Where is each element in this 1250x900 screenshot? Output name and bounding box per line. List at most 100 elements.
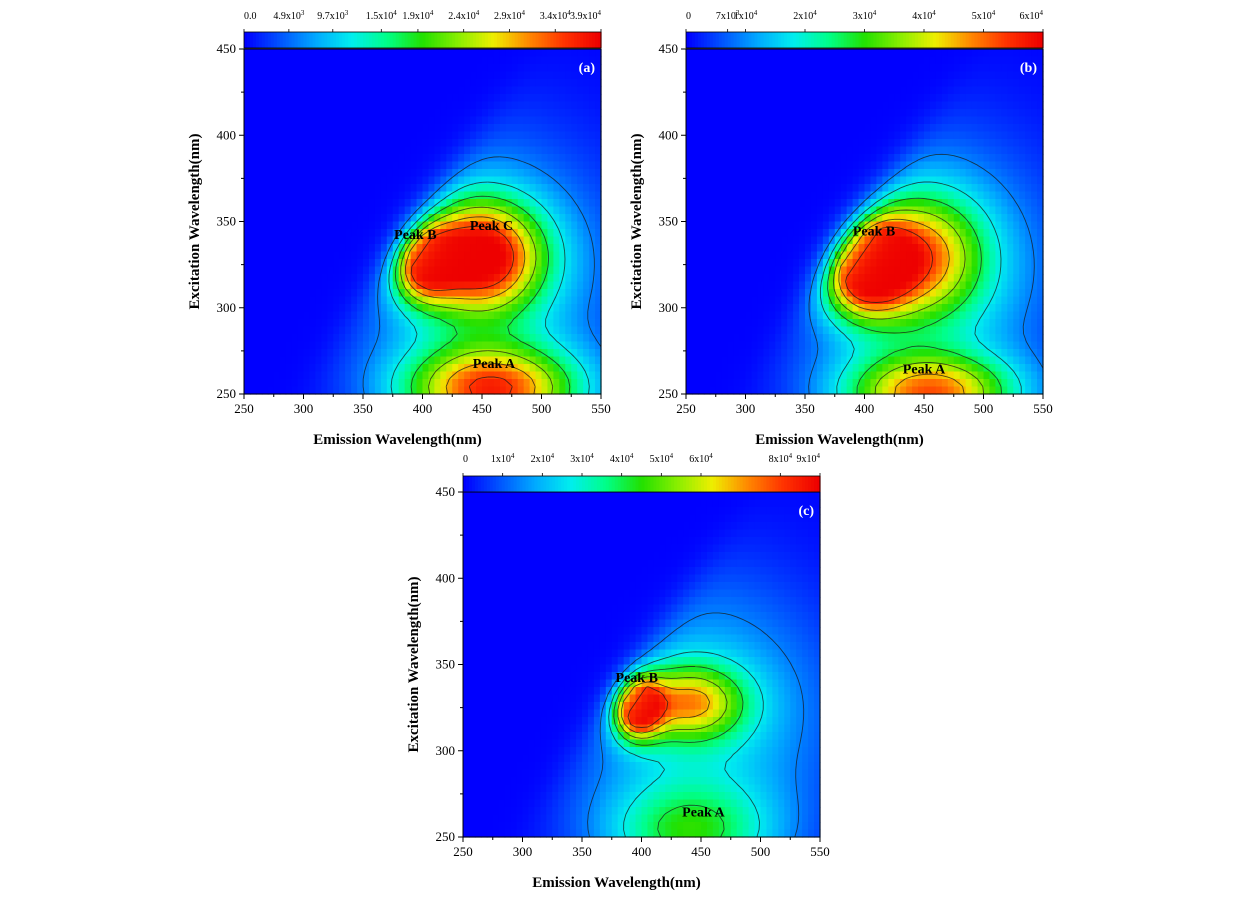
heatmap-cell xyxy=(571,251,578,260)
heatmap-cell xyxy=(446,244,453,253)
heatmap-cell xyxy=(1001,289,1008,298)
heatmap-cell xyxy=(523,296,531,305)
heatmap-cell xyxy=(458,289,465,298)
heatmap-cell xyxy=(547,56,554,65)
heatmap-cell xyxy=(392,311,400,320)
colorbar-segment xyxy=(490,32,495,48)
heatmap-cell xyxy=(380,326,388,335)
heatmap-cell xyxy=(751,131,758,140)
heatmap-cell xyxy=(822,169,830,178)
heatmap-cell xyxy=(589,146,596,155)
heatmap-cell xyxy=(470,206,477,215)
heatmap-cell xyxy=(686,289,693,298)
heatmap-cell xyxy=(858,289,866,298)
heatmap-cell xyxy=(787,244,794,253)
colorbar-segment xyxy=(577,32,581,48)
heatmap-cell xyxy=(285,236,293,245)
heatmap-cell xyxy=(440,356,447,365)
heatmap-cell xyxy=(458,379,465,388)
heatmap-cell xyxy=(739,161,747,170)
heatmap-cell xyxy=(493,296,501,305)
heatmap-cell xyxy=(900,146,907,155)
heatmap-cell xyxy=(279,139,287,148)
heatmap-cell xyxy=(303,169,311,178)
heatmap-cell xyxy=(924,79,931,88)
heatmap-cell xyxy=(380,311,388,320)
heatmap-cell xyxy=(380,259,388,268)
heatmap-cell xyxy=(870,251,877,260)
heatmap-cell xyxy=(793,139,800,148)
heatmap-cell xyxy=(499,311,507,320)
heatmap-cell xyxy=(368,49,376,58)
heatmap-cell xyxy=(793,146,800,155)
heatmap-cell xyxy=(971,214,979,223)
heatmap-cell xyxy=(864,56,872,65)
heatmap-cell xyxy=(858,259,866,268)
heatmap-cell xyxy=(763,139,770,148)
heatmap-cell xyxy=(482,184,489,193)
heatmap-cell xyxy=(446,169,453,178)
heatmap-cell xyxy=(971,296,979,305)
heatmap-cell xyxy=(810,229,818,238)
heatmap-cell xyxy=(577,49,584,58)
heatmap-cell xyxy=(291,131,299,140)
heatmap-cell xyxy=(787,131,794,140)
heatmap-cell xyxy=(852,86,860,95)
heatmap-cell xyxy=(339,266,346,275)
heatmap-cell xyxy=(918,79,925,88)
heatmap-cell xyxy=(709,281,717,290)
heatmap-cell xyxy=(541,64,549,73)
heatmap-cell xyxy=(781,281,788,290)
heatmap-cell xyxy=(1007,71,1014,80)
heatmap-cell xyxy=(810,191,818,200)
heatmap-cell xyxy=(1031,154,1038,163)
heatmap-cell xyxy=(351,371,358,380)
heatmap-cell xyxy=(321,131,328,140)
heatmap-cell xyxy=(440,304,447,313)
heatmap-cell xyxy=(255,281,263,290)
heatmap-cell xyxy=(559,161,566,170)
heatmap-cell xyxy=(935,94,943,103)
heatmap-cell xyxy=(583,311,590,320)
heatmap-cell xyxy=(351,49,358,58)
heatmap-cell xyxy=(589,94,596,103)
heatmap-cell xyxy=(995,71,1002,80)
heatmap-cell xyxy=(535,266,543,275)
heatmap-cell xyxy=(989,236,996,245)
heatmap-cell xyxy=(303,124,311,133)
heatmap-cell xyxy=(398,244,406,253)
heatmap-cell xyxy=(876,79,883,88)
heatmap-cell xyxy=(458,176,465,185)
heatmap-cell xyxy=(404,386,412,395)
heatmap-cell xyxy=(392,184,400,193)
heatmap-cell xyxy=(888,281,895,290)
heatmap-cell xyxy=(686,206,693,215)
heatmap-cell xyxy=(852,221,860,230)
heatmap-cell xyxy=(686,146,693,155)
heatmap-cell xyxy=(989,229,996,238)
heatmap-cell xyxy=(888,139,895,148)
colorbar-segment xyxy=(499,32,504,48)
heatmap-cell xyxy=(864,94,872,103)
heatmap-cell xyxy=(398,304,406,313)
heatmap-cell xyxy=(321,64,328,73)
heatmap-cell xyxy=(822,281,830,290)
heatmap-cell xyxy=(929,259,937,268)
heatmap-cell xyxy=(553,101,560,110)
heatmap-cell xyxy=(345,349,352,358)
heatmap-cell xyxy=(279,274,287,283)
heatmap-cell xyxy=(727,161,735,170)
heatmap-cell xyxy=(1007,244,1014,253)
heatmap-cell xyxy=(523,184,531,193)
heatmap-cell xyxy=(906,116,913,125)
heatmap-cell xyxy=(828,251,836,260)
heatmap-cell xyxy=(505,274,513,283)
heatmap-cell xyxy=(529,379,537,388)
heatmap-cell xyxy=(446,56,453,65)
heatmap-cell xyxy=(870,49,877,58)
heatmap-cell xyxy=(959,94,967,103)
heatmap-cell xyxy=(297,71,305,80)
heatmap-cell xyxy=(470,229,477,238)
heatmap-cell xyxy=(757,131,764,140)
heatmap-cell xyxy=(315,379,322,388)
